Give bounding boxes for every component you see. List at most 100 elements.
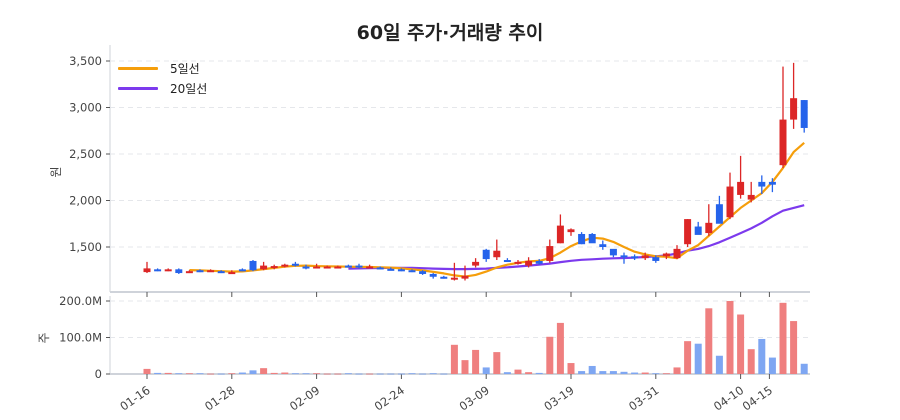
candle-body — [408, 270, 416, 273]
candle-body — [143, 268, 151, 273]
candle-body — [599, 244, 607, 247]
volume-bar — [790, 321, 798, 374]
legend-label-ma20: 20일선 — [170, 81, 208, 96]
volume-bar — [652, 373, 660, 375]
volume-bar — [673, 367, 681, 374]
volume-bar — [472, 349, 480, 374]
ma5-line — [189, 141, 805, 278]
candle-body — [366, 266, 374, 269]
volume-bar — [726, 301, 734, 374]
x-tick-label: 03-31 — [626, 383, 661, 414]
x-tick-label: 03-19 — [541, 383, 576, 414]
candle-body — [154, 269, 162, 272]
candle-body — [472, 261, 480, 266]
volume-bar — [705, 308, 713, 374]
volume-bar — [662, 373, 670, 375]
x-tick-label: 02-09 — [287, 383, 322, 414]
candle-body — [556, 225, 564, 244]
volume-bar — [313, 373, 321, 375]
volume-bar — [620, 371, 628, 374]
candle-body — [228, 272, 236, 275]
volume-bar — [344, 373, 352, 375]
candle-body — [546, 246, 554, 261]
volume-bar — [535, 372, 543, 374]
candle-body — [461, 275, 469, 279]
candle-body — [747, 194, 755, 200]
candle-body — [355, 265, 363, 268]
candle-body — [768, 181, 776, 185]
candle-body — [641, 255, 649, 259]
volume-bar — [270, 372, 278, 374]
volume-bar — [514, 369, 522, 374]
volume-bar — [408, 373, 416, 375]
volume-bar — [207, 373, 215, 375]
candle-body — [535, 260, 543, 264]
volume-bar — [641, 372, 649, 374]
candle-body — [217, 271, 225, 274]
candle-body — [779, 119, 787, 166]
price-tick-label: 3,500 — [69, 54, 102, 68]
price-tick-label: 2,500 — [69, 147, 102, 161]
candle-body — [631, 256, 639, 259]
volume-bar — [143, 368, 151, 374]
candle-body — [313, 266, 321, 269]
volume-bar — [185, 373, 193, 375]
candle-body — [164, 269, 172, 272]
volume-tick-label: 100.0M — [59, 331, 102, 345]
volume-bar — [556, 322, 564, 374]
candle-body — [207, 270, 215, 273]
price-tick-label: 3,000 — [69, 101, 102, 115]
price-axis-label: 원 — [49, 166, 63, 177]
volume-bar — [376, 373, 384, 375]
candle-body — [493, 250, 501, 258]
volume-bar — [164, 372, 172, 374]
volume-bar — [355, 373, 363, 375]
chart-title: 60일 주가·거래량 추이 — [356, 22, 544, 44]
volume-bar — [334, 373, 342, 375]
candle-body — [662, 253, 670, 257]
candle-body — [503, 260, 511, 263]
candle-body — [238, 269, 246, 272]
x-tick-label: 03-09 — [457, 383, 492, 414]
volume-tick-label: 0 — [95, 367, 102, 381]
volume-bar — [715, 355, 723, 374]
candle-body — [694, 226, 702, 235]
volume-bar — [758, 338, 766, 374]
volume-tick-label: 200.0M — [59, 294, 102, 308]
candle-body — [578, 233, 586, 245]
x-tick-label: 02-24 — [372, 383, 407, 414]
legend-label-ma5: 5일선 — [170, 61, 200, 76]
volume-bar — [450, 344, 458, 374]
volume-bar — [217, 373, 225, 375]
volume-bar — [387, 373, 395, 375]
candle-body — [376, 267, 384, 270]
volume-axis-label: 주 — [37, 332, 51, 343]
candle-body — [323, 266, 331, 269]
volume-bar — [323, 373, 331, 375]
candle-body — [249, 260, 257, 271]
volume-bar — [302, 373, 310, 375]
volume-bar — [503, 372, 511, 374]
volume-bar — [482, 367, 490, 374]
volume-bar — [747, 349, 755, 374]
candle-body — [673, 248, 681, 259]
volume-bar — [440, 373, 448, 375]
volume-bar — [249, 370, 257, 374]
candle-body — [175, 269, 183, 274]
volume-bar — [779, 302, 787, 374]
volume-bar — [154, 372, 162, 374]
candle-body — [185, 271, 193, 274]
candle-body — [281, 264, 289, 267]
legend-swatch-ma5 — [118, 66, 158, 70]
candle-body — [334, 266, 342, 269]
candle-body — [525, 260, 533, 266]
volume-bar — [493, 352, 501, 374]
legend: 5일선 20일선 — [118, 58, 207, 98]
volume-bar — [291, 373, 299, 375]
candle-body — [196, 270, 204, 273]
volume-bar — [599, 371, 607, 374]
candle-body — [758, 181, 766, 187]
candle-body — [260, 265, 268, 270]
candle-body — [514, 261, 522, 264]
